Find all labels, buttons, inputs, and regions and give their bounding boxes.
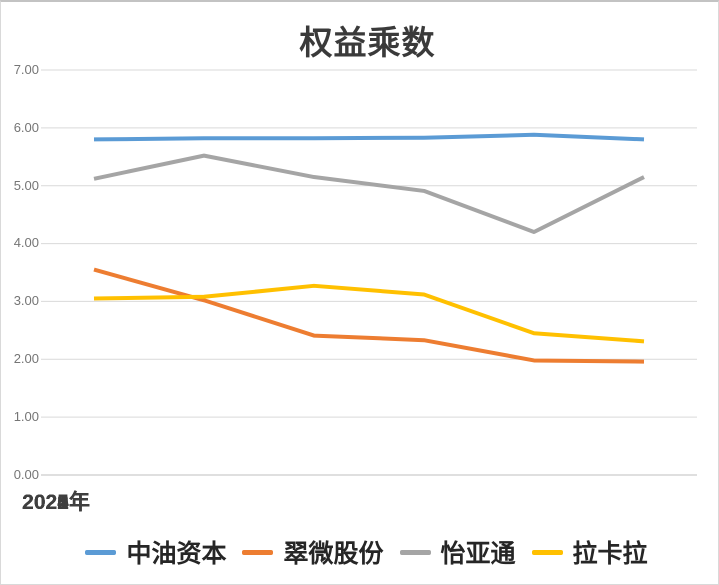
legend-line-swatch: [85, 549, 117, 555]
legend-item: 中油资本: [85, 534, 226, 570]
legend-item: 拉卡拉: [531, 534, 648, 570]
y-axis-tick-label: 1.00: [13, 409, 39, 424]
x-axis-tick-label: 2020年: [22, 491, 90, 514]
y-axis-tick-label: 6.00: [13, 120, 39, 135]
y-axis-tick-label: 5.00: [13, 178, 39, 193]
chart-legend: 中油资本 翠微股份 怡亚通 拉卡拉: [1, 533, 718, 571]
x-axis-tick-label: 2023年: [22, 491, 90, 514]
x-axis-tick-label: 2022年: [22, 491, 90, 514]
legend-series-label: 拉卡拉: [572, 539, 648, 568]
x-axis-tick-label: 2021年: [22, 491, 90, 514]
x-axis-tick-label: 2024年: [22, 491, 90, 514]
legend-line-swatch: [242, 549, 274, 555]
legend-line-swatch: [399, 549, 431, 555]
legend-series-label: 翠微股份: [283, 539, 384, 568]
legend-series-label: 怡亚通: [440, 539, 516, 568]
y-axis-tick-label: 2.00: [13, 351, 39, 366]
legend-item: 翠微股份: [242, 534, 384, 570]
y-axis-tick-label: 0.00: [13, 467, 39, 482]
legend-item: 怡亚通: [399, 534, 516, 570]
y-axis-tick-label: 7.00: [13, 62, 39, 77]
legend-series-label: 中油资本: [126, 539, 227, 568]
chart-title: 权益乘数: [299, 23, 436, 62]
y-axis-tick-label: 3.00: [13, 293, 39, 308]
x-axis-tick-label: 2025年: [22, 491, 90, 514]
y-axis-tick-label: 4.00: [13, 235, 39, 250]
legend-line-swatch: [531, 549, 563, 555]
